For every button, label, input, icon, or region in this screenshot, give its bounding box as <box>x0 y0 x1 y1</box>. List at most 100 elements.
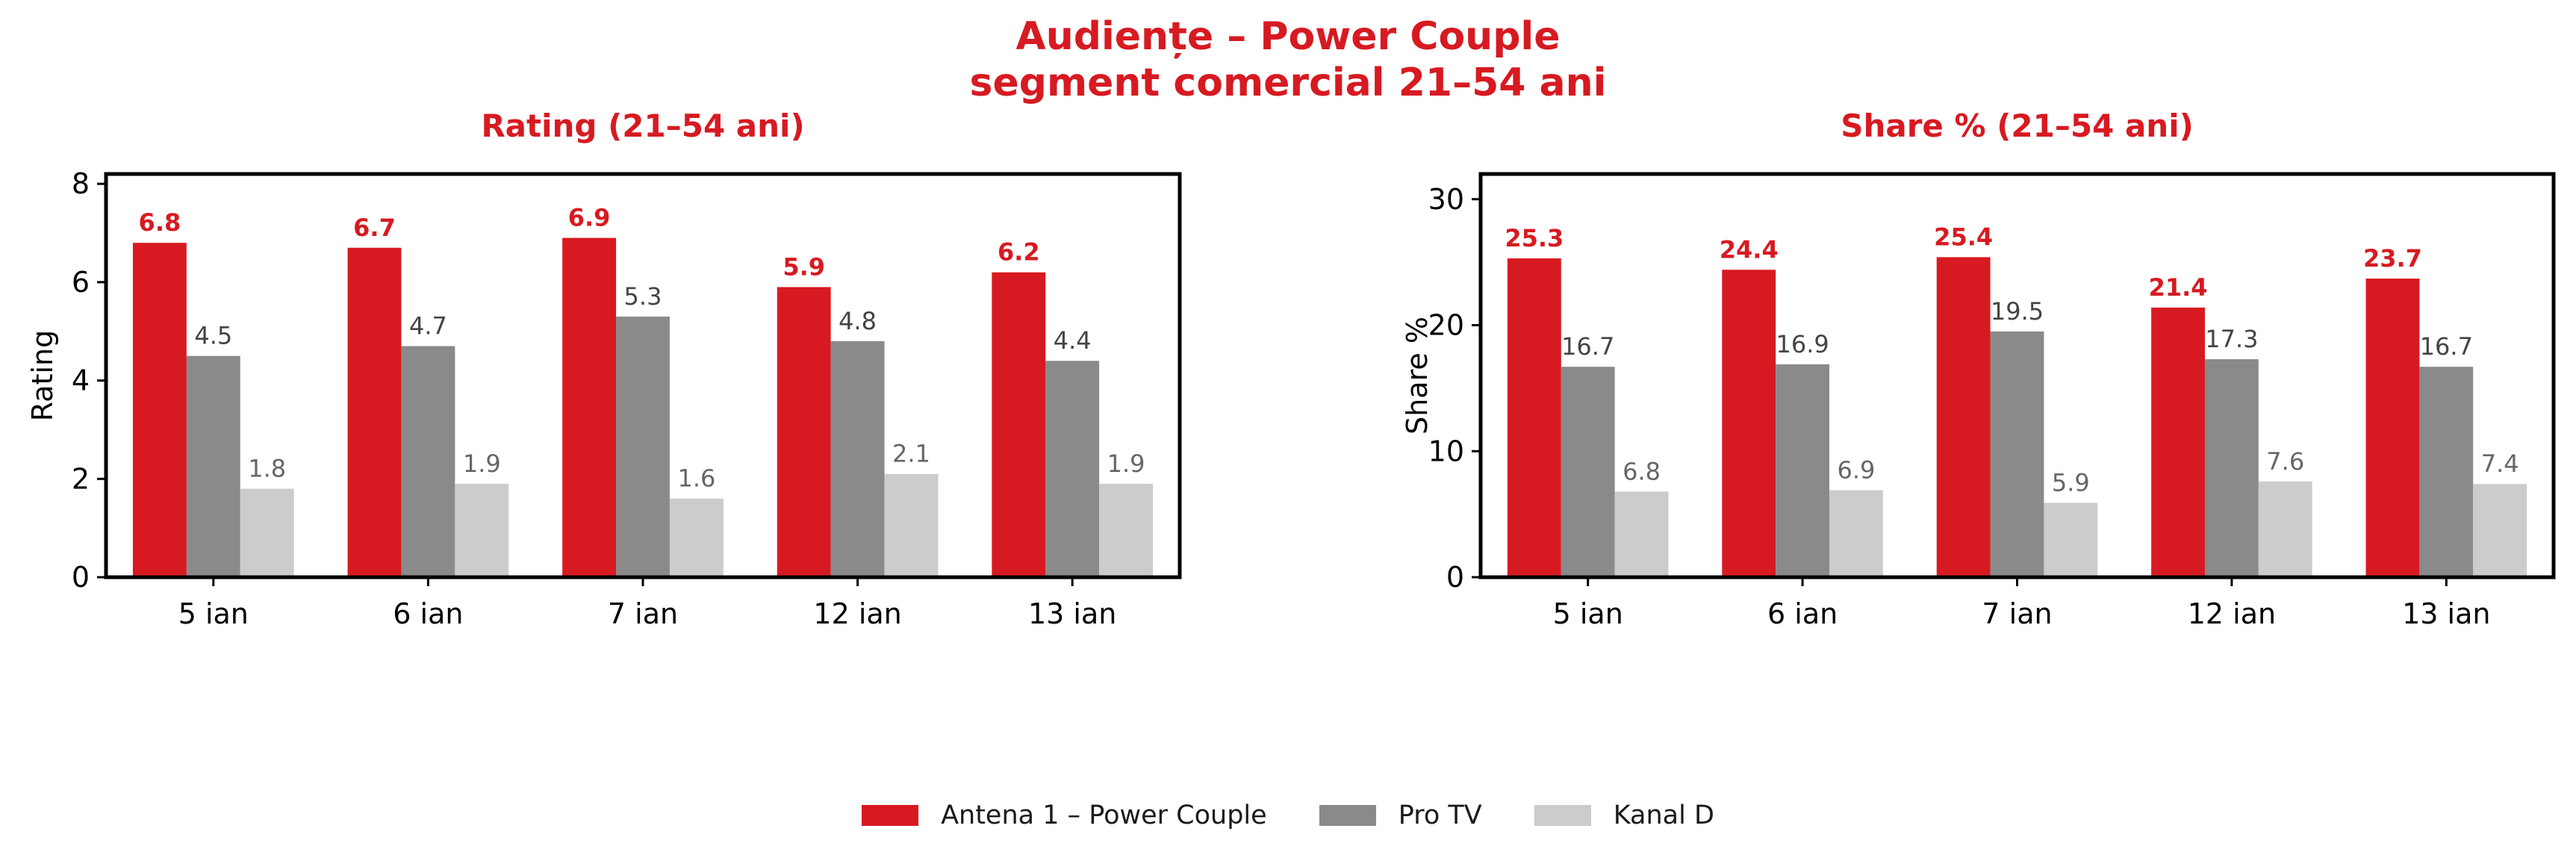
bar-kanald-5-ian <box>1614 491 1669 577</box>
data-label-protv-13-ian: 16.7 <box>2420 332 2473 361</box>
figure-title-line-1: Audiențe – Power Couple <box>1015 14 1561 59</box>
bar-kanald-6-ian <box>455 483 509 577</box>
y-tick-label: 4 <box>72 364 90 397</box>
bar-kanald-7-ian <box>2044 503 2098 577</box>
legend-item-protv: Pro TV <box>1319 800 1482 830</box>
bar-protv-13-ian <box>1045 361 1100 577</box>
bar-antena1-5-ian <box>1507 258 1561 577</box>
bar-kanald-5-ian <box>240 488 294 577</box>
y-tick-label: 6 <box>72 266 90 299</box>
figure-title-line-2: segment comercial 21–54 ani <box>969 60 1607 105</box>
bar-kanald-6-ian <box>1829 490 1883 577</box>
data-label-kanald-6-ian: 1.9 <box>463 450 501 478</box>
data-label-kanald-13-ian: 7.4 <box>2481 450 2519 478</box>
bar-protv-5-ian <box>186 355 240 577</box>
data-label-antena1-7-ian: 25.4 <box>1934 223 1993 251</box>
data-label-kanald-5-ian: 1.8 <box>248 454 286 482</box>
bar-kanald-12-ian <box>884 473 939 577</box>
y-tick-label: 20 <box>1428 309 1464 342</box>
x-tick-label-7-ian: 7 ian <box>1982 597 2052 630</box>
y-tick-label: 0 <box>1446 561 1464 594</box>
data-label-protv-6-ian: 16.9 <box>1776 330 1829 358</box>
figure-title: Audiențe – Power Couple segment comercia… <box>0 13 2576 106</box>
data-label-antena1-5-ian: 25.3 <box>1505 224 1564 252</box>
legend-label-protv: Pro TV <box>1398 800 1482 830</box>
legend-label-kanald: Kanal D <box>1613 800 1714 830</box>
x-tick-label-12-ian: 12 ian <box>2188 597 2276 630</box>
data-label-protv-5-ian: 4.5 <box>194 322 232 350</box>
legend-item-antena1: Antena 1 – Power Couple <box>862 800 1267 830</box>
data-label-antena1-6-ian: 24.4 <box>1720 235 1779 264</box>
bar-antena1-6-ian <box>1722 270 1776 577</box>
y-tick-label: 30 <box>1428 183 1464 216</box>
x-tick-label-12-ian: 12 ian <box>813 597 901 630</box>
y-axis-label: Rating <box>26 330 59 422</box>
data-label-kanald-12-ian: 2.1 <box>892 440 930 468</box>
data-label-antena1-13-ian: 23.7 <box>2363 244 2422 273</box>
y-axis-label: Share % <box>1401 317 1434 435</box>
data-label-antena1-6-ian: 6.7 <box>353 214 396 242</box>
x-tick-label-5-ian: 5 ian <box>178 597 249 630</box>
bar-kanald-7-ian <box>669 498 724 577</box>
x-tick-label-6-ian: 6 ian <box>393 597 463 630</box>
data-label-antena1-5-ian: 6.8 <box>139 208 181 237</box>
bar-antena1-12-ian <box>777 287 831 577</box>
bar-antena1-13-ian <box>992 272 1046 577</box>
data-label-kanald-6-ian: 6.9 <box>1838 456 1876 485</box>
chart-panel-2: Share % (21–54 ani) Share % 0 10 20 30 25.3 16.… <box>1401 108 2556 630</box>
data-label-protv-12-ian: 4.8 <box>839 307 877 335</box>
legend-item-kanald: Kanal D <box>1534 800 1714 830</box>
bar-antena1-7-ian <box>1936 257 1991 577</box>
x-tick-label-7-ian: 7 ian <box>608 597 678 630</box>
panel-title: Share % (21–54 ani) <box>1841 108 2194 144</box>
panel-title: Rating (21–54 ani) <box>481 108 804 144</box>
data-label-antena1-12-ian: 5.9 <box>783 252 825 281</box>
data-label-protv-6-ian: 4.7 <box>409 311 447 340</box>
data-label-kanald-13-ian: 1.9 <box>1107 450 1145 478</box>
bar-protv-7-ian <box>1990 331 2044 577</box>
legend-swatch-protv <box>1319 805 1376 826</box>
bar-protv-12-ian <box>2204 359 2259 577</box>
bar-protv-6-ian <box>401 346 455 577</box>
bar-protv-12-ian <box>830 341 885 577</box>
legend-swatch-antena1 <box>862 805 919 826</box>
x-tick-label-13-ian: 13 ian <box>2402 597 2490 630</box>
bar-kanald-13-ian <box>1099 483 1154 577</box>
bar-antena1-6-ian <box>347 247 402 577</box>
legend-label-antena1: Antena 1 – Power Couple <box>941 800 1267 830</box>
data-label-protv-13-ian: 4.4 <box>1054 326 1092 355</box>
data-label-protv-7-ian: 5.3 <box>624 282 662 311</box>
bar-protv-6-ian <box>1776 364 1830 577</box>
y-tick-label: 8 <box>72 167 90 200</box>
data-label-kanald-5-ian: 6.8 <box>1623 457 1661 485</box>
bar-antena1-5-ian <box>132 243 187 577</box>
data-label-antena1-12-ian: 21.4 <box>2149 273 2208 302</box>
bar-kanald-13-ian <box>2473 484 2527 577</box>
bar-protv-7-ian <box>616 316 670 577</box>
data-label-protv-7-ian: 19.5 <box>1991 297 2044 326</box>
data-label-kanald-7-ian: 1.6 <box>677 464 715 493</box>
y-tick-label: 0 <box>72 561 90 594</box>
bar-antena1-12-ian <box>2151 307 2205 577</box>
data-label-protv-12-ian: 17.3 <box>2205 325 2258 353</box>
data-label-antena1-13-ian: 6.2 <box>998 238 1040 267</box>
y-tick-label: 10 <box>1428 435 1464 467</box>
x-tick-label-13-ian: 13 ian <box>1028 597 1116 630</box>
x-tick-label-6-ian: 6 ian <box>1767 597 1838 630</box>
data-label-antena1-7-ian: 6.9 <box>568 204 611 232</box>
bar-antena1-7-ian <box>562 237 617 577</box>
data-label-kanald-12-ian: 7.6 <box>2266 447 2304 476</box>
bar-antena1-13-ian <box>2365 279 2420 577</box>
plot-frame <box>1478 172 2556 579</box>
data-label-kanald-7-ian: 5.9 <box>2052 468 2090 497</box>
x-tick-label-5-ian: 5 ian <box>1553 597 1623 630</box>
legend: Antena 1 – Power Couple Pro TV Kanal D <box>0 793 2576 838</box>
bar-kanald-12-ian <box>2258 481 2312 577</box>
legend-swatch-kanald <box>1534 805 1591 826</box>
data-label-protv-5-ian: 16.7 <box>1561 332 1614 361</box>
plot-frame <box>104 172 1182 579</box>
bar-protv-5-ian <box>1561 367 1615 577</box>
bar-protv-13-ian <box>2419 367 2474 577</box>
y-tick-label: 2 <box>72 462 90 495</box>
